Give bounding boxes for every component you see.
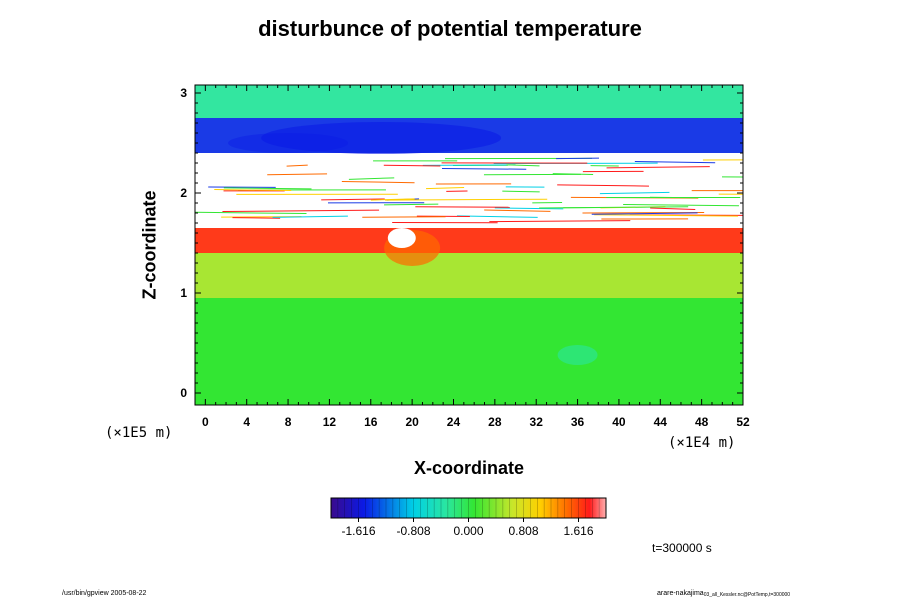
x-axis-label: X-coordinate	[413, 458, 524, 478]
colorbar-tick-label: 0.808	[508, 524, 538, 538]
field-streak	[456, 215, 538, 218]
field-streak	[502, 190, 540, 193]
colorbar-tick-label: -1.616	[341, 524, 375, 538]
heatmap-streaks	[195, 122, 743, 365]
field-streak	[384, 203, 439, 206]
upper-cold-left	[228, 133, 349, 153]
x-tick-label: 44	[654, 415, 668, 429]
footer-author: arare-nakajima	[657, 590, 704, 597]
field-streak	[425, 186, 465, 190]
heatmap-band-1	[195, 253, 743, 298]
footer-source: arare-nakajima03_all_Kessler.nc@PotTemp,…	[657, 590, 790, 598]
field-streak	[556, 157, 600, 160]
x-tick-label: 24	[447, 415, 461, 429]
field-streak	[594, 214, 739, 217]
x-tick-label: 0	[202, 415, 209, 429]
field-streak	[441, 168, 527, 170]
lower-patch	[557, 345, 598, 365]
field-streak	[385, 198, 548, 201]
colorbar-tick-label: 0.000	[453, 524, 483, 538]
field-streak	[223, 187, 312, 190]
field-streak	[195, 211, 307, 215]
heatmap-band-2	[195, 228, 743, 253]
y-axis-ticks: 0 1 2 3	[180, 86, 743, 400]
x-tick-label: 36	[571, 415, 585, 429]
field-streak	[650, 207, 696, 210]
time-label: t=300000 s	[652, 541, 712, 555]
field-streak	[634, 161, 716, 164]
y-tick-label: 2	[180, 186, 187, 200]
field-streak	[348, 177, 395, 180]
plume-core	[387, 228, 416, 248]
x-tick-label: 32	[530, 415, 544, 429]
plot-frame	[194, 84, 744, 406]
field-streak	[267, 173, 328, 176]
field-streak	[383, 164, 441, 167]
x-tick-label: 16	[364, 415, 378, 429]
field-streak	[484, 209, 551, 212]
field-streak	[341, 180, 415, 184]
field-streak	[222, 209, 380, 213]
field-streak	[494, 207, 564, 210]
field-streak	[415, 206, 510, 208]
colorbar-tick-label: 1.616	[563, 524, 593, 538]
footer-file: 03_all_Kessler.nc@PotTemp,t=300000	[703, 592, 791, 598]
field-streak	[370, 198, 415, 201]
footer-command: /usr/bin/gpview 2005-08-22	[62, 590, 147, 597]
y-tick-label: 0	[180, 386, 187, 400]
field-streak	[557, 184, 649, 187]
x-tick-label: 4	[243, 415, 250, 429]
field-streak	[422, 164, 516, 166]
x-tick-label: 48	[695, 415, 709, 429]
field-streak	[286, 164, 308, 167]
heatmap-band-5	[195, 85, 743, 118]
x-tick-label: 8	[285, 415, 292, 429]
x-axis-ticks: 0 4 8 12 16 20 24 28 32 36 40 44 48 52	[202, 85, 750, 429]
x-axis-unit: (×1E4 m)	[668, 435, 736, 451]
y-axis-unit: (×1E5 m)	[105, 425, 173, 441]
x-tick-label: 12	[323, 415, 337, 429]
colorbar-tick-label: -0.808	[396, 524, 430, 538]
field-streak	[606, 166, 710, 169]
x-tick-label: 28	[488, 415, 502, 429]
field-streak	[599, 191, 670, 195]
x-tick-label: 40	[612, 415, 626, 429]
x-tick-label: 52	[736, 415, 750, 429]
field-streak	[489, 220, 631, 223]
field-streak	[591, 212, 698, 215]
y-tick-label: 1	[180, 286, 187, 300]
field-streak	[272, 215, 348, 218]
heatmap-band-0	[195, 298, 743, 405]
field-streak	[506, 164, 540, 167]
x-tick-label: 20	[405, 415, 419, 429]
field-streak	[623, 204, 739, 207]
field-streak	[362, 216, 446, 218]
field-streak	[232, 217, 281, 219]
colorbar-ticks: -1.616 -0.808 0.000 0.808 1.616	[341, 518, 594, 538]
field-streak	[214, 189, 292, 192]
field-streak	[321, 198, 385, 201]
colorbar-divisions	[337, 498, 600, 518]
chart-title: disturbunce of potential temperature	[258, 16, 642, 41]
y-tick-label: 3	[180, 86, 187, 100]
upper-cold-core	[261, 122, 502, 154]
field-streak	[702, 159, 743, 161]
field-streak	[539, 206, 689, 209]
